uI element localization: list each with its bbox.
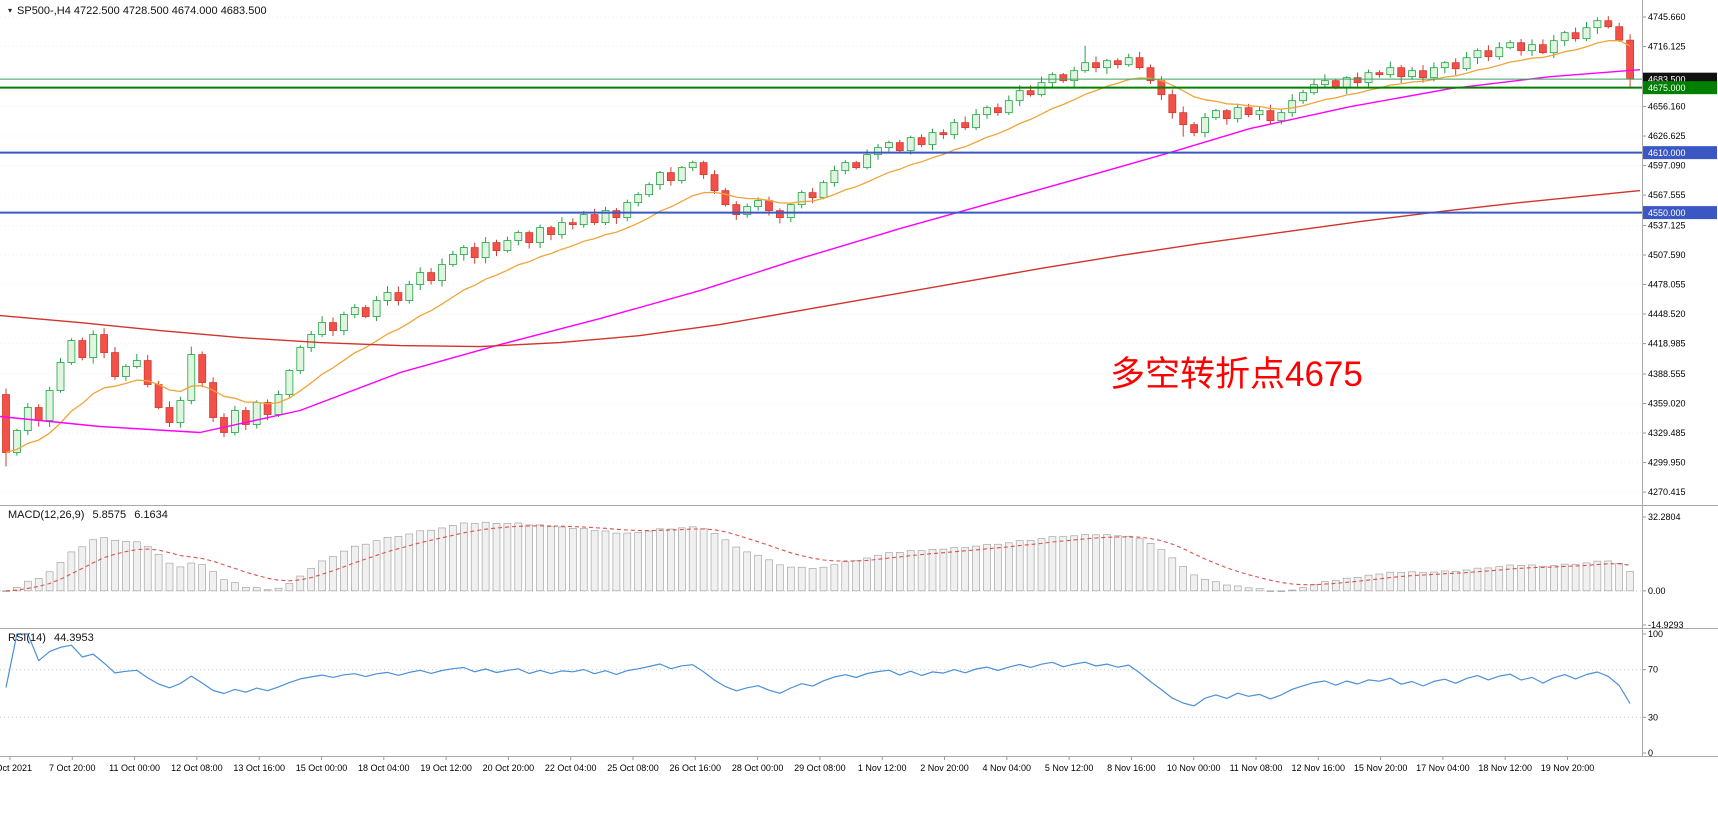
time-axis-label: 17 Nov 04:00 (1416, 763, 1470, 773)
price-axis-label: 4329.485 (1648, 428, 1686, 438)
time-axis-label: 5 Oct 2021 (0, 763, 32, 773)
rsi-axis-label: 0 (1648, 748, 1653, 758)
rsi-value: 44.3953 (53, 632, 94, 644)
macd-panel: 32.2804 0.00 -14.9293 (0, 512, 1684, 630)
time-axis-label: 5 Nov 12:00 (1045, 763, 1094, 773)
time-axis-label: 12 Oct 08:00 (171, 763, 223, 773)
price-axis-label: 4716.125 (1648, 42, 1686, 52)
price-axis-label: 4656.160 (1648, 101, 1686, 111)
price-axis-label: 4626.625 (1648, 131, 1686, 141)
rsi-axis-label: 30 (1648, 712, 1658, 722)
macd-name: MACD(12,26,9) (8, 509, 85, 521)
price-tag-label: 4550.000 (1648, 208, 1686, 218)
chart-title: SP500-,H4 4722.500 4728.500 4674.000 468… (17, 5, 267, 17)
time-axis-label: 22 Oct 04:00 (545, 763, 597, 773)
price-axis-label: 4507.590 (1648, 250, 1686, 260)
time-axis-label: 19 Oct 12:00 (420, 763, 472, 773)
ma-mid-line (0, 69, 1641, 434)
price-tag: 4610.000 (1643, 146, 1717, 160)
time-axis-label: 25 Oct 08:00 (607, 763, 659, 773)
price-tag: 4550.000 (1643, 206, 1717, 220)
chart-header: ▾ SP500-,H4 4722.500 4728.500 4674.000 4… (8, 5, 267, 17)
price-axis-label: 4567.555 (1648, 190, 1686, 200)
price-axis-label: 4745.660 (1648, 12, 1686, 22)
macd-value-main: 5.8575 (92, 509, 127, 521)
time-axis-label: 19 Nov 20:00 (1541, 763, 1595, 773)
macd-axis-label: -14.9293 (1648, 620, 1684, 630)
rsi-axis-label: 70 (1648, 665, 1658, 675)
time-axis-label: 2 Nov 20:00 (920, 763, 969, 773)
time-axis-label: 13 Oct 16:00 (233, 763, 285, 773)
time-axis-label: 20 Oct 20:00 (483, 763, 535, 773)
candlestick-series (2, 16, 1634, 467)
time-axis-label: 10 Nov 00:00 (1167, 763, 1221, 773)
time-axis-label: 28 Oct 00:00 (732, 763, 784, 773)
macd-signal-line (5, 525, 1631, 592)
time-axis-label: 29 Oct 08:00 (794, 763, 846, 773)
rsi-indicator-label: RSI(14) 44.3953 (8, 632, 99, 644)
price-axis-label: 4299.950 (1648, 458, 1686, 468)
time-axis-label: 18 Nov 12:00 (1478, 763, 1532, 773)
annotation-text: 多空转折点4675 (1110, 355, 1363, 394)
time-axis-label: 26 Oct 16:00 (670, 763, 722, 773)
rsi-axis-label: 100 (1648, 629, 1663, 639)
symbol-icon: ▾ (8, 6, 13, 15)
rsi-line (5, 633, 1631, 707)
price-tag-label: 4675.000 (1648, 83, 1686, 93)
macd-indicator-label: MACD(12,26,9) 5.8575 6.1634 (8, 509, 173, 521)
time-axis-label: 15 Oct 00:00 (296, 763, 348, 773)
time-axis-label: 18 Oct 04:00 (358, 763, 410, 773)
time-axis[interactable]: 5 Oct 2021 7 Oct 20:00 11 Oct 00:00 12 Oct … (0, 756, 1594, 773)
time-axis-label: 11 Nov 08:00 (1230, 763, 1283, 773)
time-axis-label: 11 Oct 00:00 (109, 763, 160, 773)
rsi-panel: 100 70 30 0 (0, 629, 1663, 758)
time-axis-label: 4 Nov 04:00 (983, 763, 1032, 773)
price-tag-label: 4683.500 (1648, 75, 1686, 85)
macd-axis-label: 0.00 (1648, 586, 1666, 596)
time-axis-label: 7 Oct 20:00 (49, 763, 96, 773)
time-axis-label: 15 Nov 20:00 (1354, 763, 1408, 773)
time-axis-label: 12 Nov 16:00 (1292, 763, 1346, 773)
price-axis-label: 4597.090 (1648, 161, 1686, 171)
price-axis-label: 4537.125 (1648, 220, 1686, 230)
price-axis-label: 4359.020 (1648, 399, 1686, 409)
macd-axis-label: 32.2804 (1648, 512, 1681, 522)
price-axis-label: 4478.055 (1648, 280, 1686, 290)
time-axis-label: 8 Nov 16:00 (1107, 763, 1156, 773)
ma-slow-line (0, 189, 1641, 348)
ma-fast-line (5, 39, 1631, 454)
price-axis-label: 4270.415 (1648, 487, 1686, 497)
price-axis-label: 4418.985 (1648, 339, 1686, 349)
macd-value-signal: 6.1634 (134, 509, 168, 521)
price-tag-label: 4610.000 (1648, 148, 1686, 158)
price-tag: 4675.000 (1643, 81, 1717, 95)
price-axis-label: 4388.555 (1648, 369, 1686, 379)
price-axis-label: 4448.520 (1648, 309, 1686, 319)
time-axis-label: 1 Nov 12:00 (858, 763, 907, 773)
rsi-name: RSI(14) (8, 632, 46, 644)
